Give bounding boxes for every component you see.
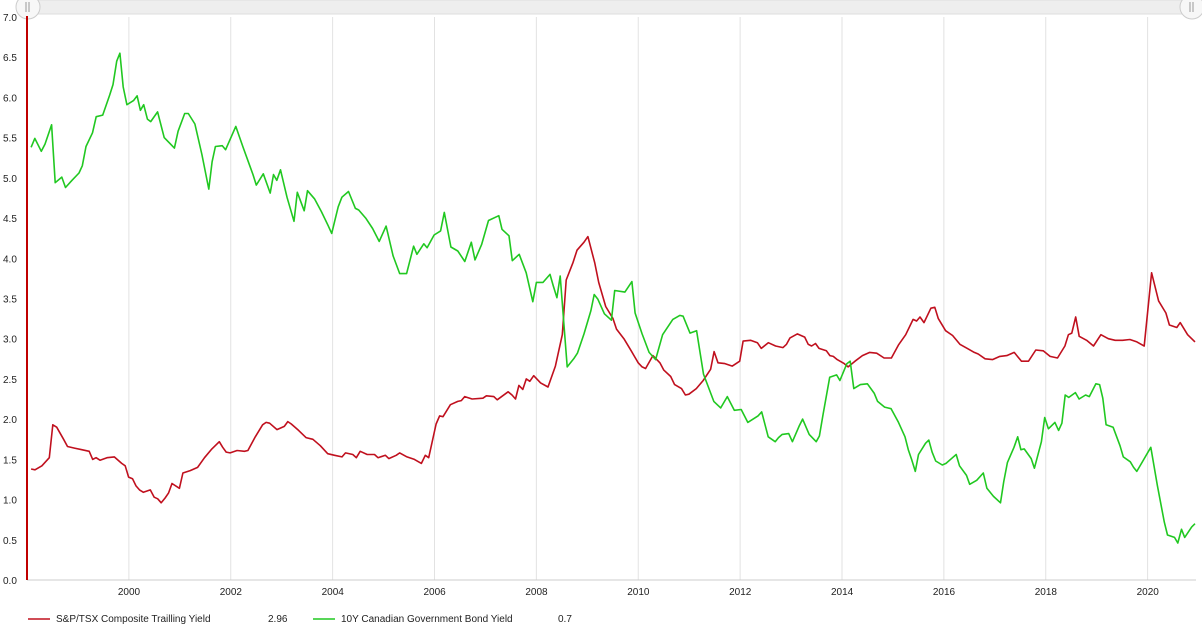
y-tick-label: 2.5 bbox=[3, 375, 17, 386]
y-tick-label: 4.0 bbox=[3, 254, 17, 265]
legend-item-bond[interactable]: 10Y Canadian Government Bond Yield 0.7 bbox=[313, 614, 572, 625]
y-tick-label: 3.5 bbox=[3, 295, 17, 306]
y-tick-label: 3.0 bbox=[3, 335, 17, 346]
x-tick-label: 2018 bbox=[1035, 587, 1058, 598]
y-tick-label: 4.5 bbox=[3, 214, 17, 225]
x-tick-label: 2008 bbox=[525, 587, 548, 598]
x-tick-label: 2006 bbox=[423, 587, 446, 598]
x-tick-label: 2004 bbox=[322, 587, 345, 598]
range-scroller[interactable] bbox=[15, 0, 1202, 20]
x-tick-label: 2012 bbox=[729, 587, 752, 598]
x-tick-label: 2010 bbox=[627, 587, 650, 598]
y-tick-label: 2.0 bbox=[3, 415, 17, 426]
y-tick-label: 6.0 bbox=[3, 93, 17, 104]
x-tick-label: 2000 bbox=[118, 587, 141, 598]
legend-label-bond: 10Y Canadian Government Bond Yield bbox=[341, 614, 513, 625]
y-tick-label: 1.5 bbox=[3, 455, 17, 466]
series-line-sp-tsx bbox=[30, 235, 1196, 504]
y-tick-label: 5.0 bbox=[3, 174, 17, 185]
y-tick-label: 0.0 bbox=[3, 576, 17, 587]
legend: S&P/TSX Composite Trailling Yield 2.96 1… bbox=[28, 614, 572, 625]
x-tick-label: 2014 bbox=[831, 587, 854, 598]
x-axis-ticks: 2000 2002 2004 2006 2008 2010 2012 2014 2016 2018… bbox=[118, 587, 1159, 598]
y-tick-label: 6.5 bbox=[3, 53, 17, 64]
scroll-handle-right-icon[interactable] bbox=[1179, 0, 1202, 20]
y-tick-label: 1.0 bbox=[3, 496, 17, 507]
legend-value-sp-tsx: 2.96 bbox=[268, 614, 288, 625]
legend-value-bond: 0.7 bbox=[558, 614, 572, 625]
x-tick-label: 2020 bbox=[1137, 587, 1160, 598]
y-tick-label: 7.0 bbox=[3, 13, 17, 24]
series-lines bbox=[30, 52, 1196, 544]
y-tick-label: 0.5 bbox=[3, 536, 17, 547]
x-tick-label: 2002 bbox=[220, 587, 243, 598]
y-axis-ticks: 0.0 0.5 1.0 1.5 2.0 2.5 3.0 3.5 4.0 4.5 5.0 5.5 6.0 6… bbox=[3, 13, 17, 587]
legend-label-sp-tsx: S&P/TSX Composite Trailling Yield bbox=[56, 614, 211, 625]
series-line-bond bbox=[30, 52, 1196, 544]
vertical-gridlines bbox=[128, 17, 1149, 580]
legend-item-sp-tsx[interactable]: S&P/TSX Composite Trailling Yield 2.96 bbox=[28, 614, 288, 625]
y-tick-label: 5.5 bbox=[3, 134, 17, 145]
range-scroller-track[interactable] bbox=[25, 0, 1193, 15]
x-tick-label: 2016 bbox=[933, 587, 956, 598]
